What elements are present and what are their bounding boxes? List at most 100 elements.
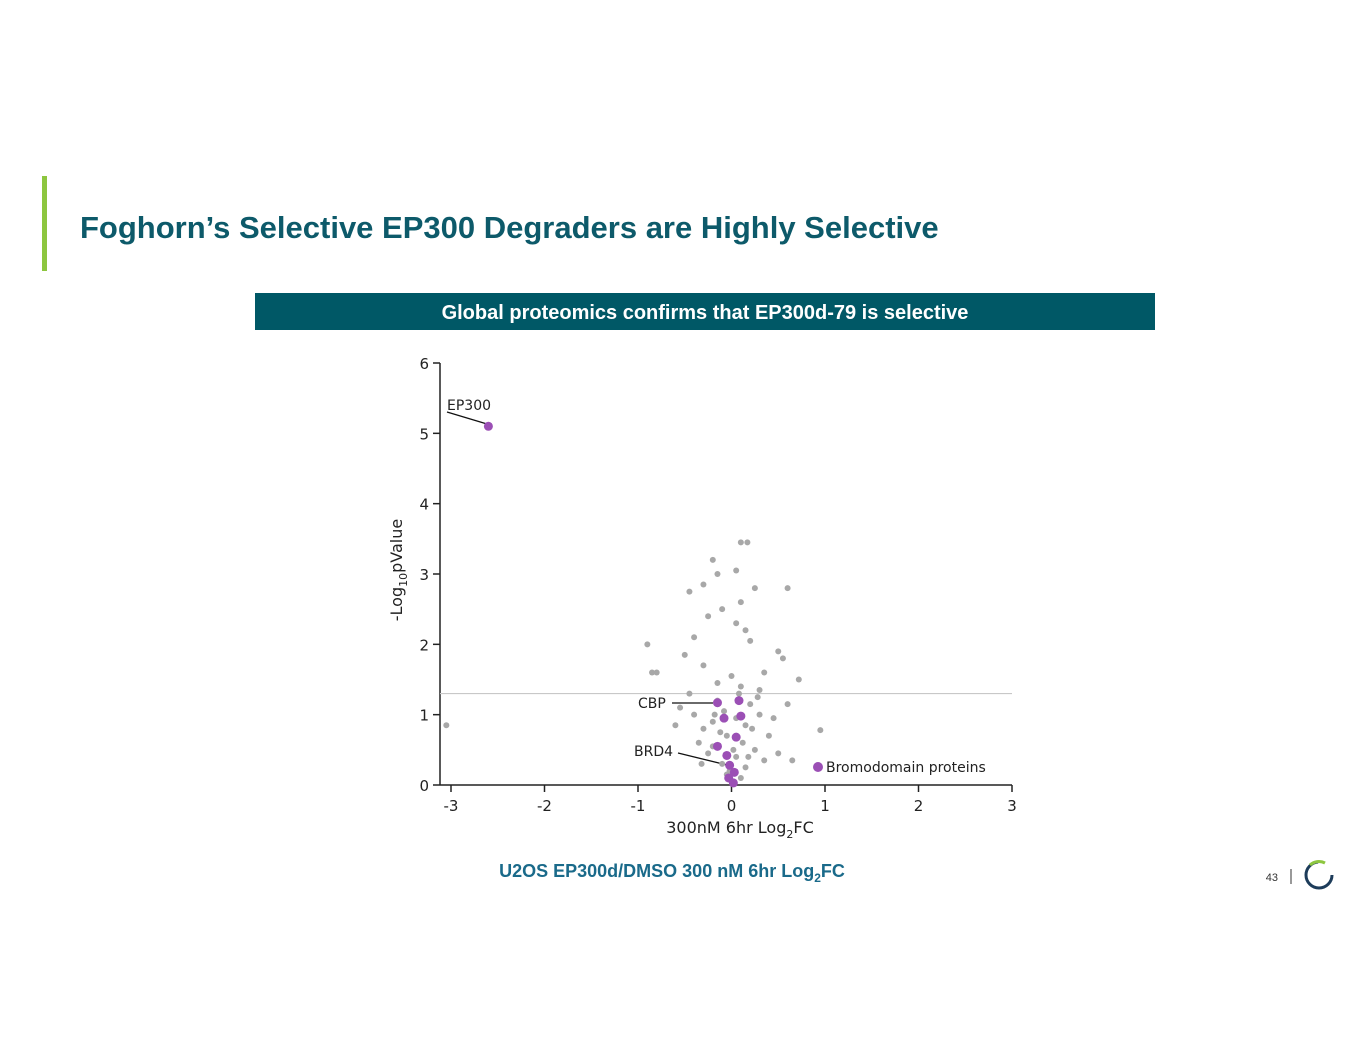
point bbox=[728, 672, 735, 679]
point bbox=[714, 680, 721, 687]
point bbox=[756, 711, 763, 718]
point bbox=[737, 774, 744, 781]
point bbox=[749, 725, 756, 732]
y-tick-label: 2 bbox=[419, 636, 429, 654]
point bbox=[739, 739, 746, 746]
point bbox=[653, 669, 660, 676]
point bbox=[735, 690, 742, 697]
point bbox=[795, 676, 802, 683]
x-tick-label: 1 bbox=[820, 797, 830, 815]
y-tick-label: 0 bbox=[419, 777, 429, 795]
point bbox=[751, 746, 758, 753]
point bbox=[737, 539, 744, 546]
point bbox=[712, 741, 722, 751]
point bbox=[736, 711, 746, 721]
point bbox=[709, 556, 716, 563]
point bbox=[705, 750, 712, 757]
point bbox=[705, 613, 712, 620]
point bbox=[721, 708, 728, 715]
point bbox=[483, 421, 493, 431]
point bbox=[723, 732, 730, 739]
point bbox=[730, 746, 737, 753]
point bbox=[751, 585, 758, 592]
point bbox=[817, 727, 824, 734]
point bbox=[649, 669, 656, 676]
point bbox=[700, 662, 707, 669]
y-tick-label: 3 bbox=[419, 566, 429, 584]
point bbox=[722, 750, 732, 760]
banner-bg bbox=[255, 293, 1155, 330]
point bbox=[734, 696, 744, 706]
x-tick-label: 3 bbox=[1007, 797, 1017, 815]
y-label-sub: 10 bbox=[397, 573, 410, 587]
point bbox=[770, 715, 777, 722]
caption-text: FC bbox=[821, 861, 845, 881]
banner: Global proteomics confirms that EP300d-7… bbox=[442, 302, 969, 324]
point bbox=[714, 571, 721, 577]
point bbox=[747, 637, 754, 644]
point bbox=[691, 634, 698, 641]
point bbox=[644, 641, 651, 648]
caption-sub: 2 bbox=[814, 871, 821, 885]
point bbox=[681, 651, 688, 658]
point bbox=[779, 655, 786, 662]
point bbox=[775, 648, 782, 655]
x-label-text: 300nM 6hr Log bbox=[666, 818, 786, 837]
leader bbox=[446, 411, 488, 425]
point bbox=[742, 627, 749, 634]
point bbox=[725, 760, 735, 770]
point bbox=[728, 778, 738, 788]
point bbox=[737, 599, 744, 606]
caption: U2OS EP300d/DMSO 300 nM 6hr Log2FC bbox=[499, 861, 845, 885]
title: Foghorn’s Selective EP300 Degraders are … bbox=[80, 210, 939, 245]
y-label-text: -Log bbox=[387, 587, 406, 621]
y-tick-label: 5 bbox=[419, 425, 429, 443]
x-tick-label: -3 bbox=[444, 797, 459, 815]
accent-bar bbox=[42, 176, 47, 271]
point bbox=[677, 704, 684, 711]
point bbox=[744, 539, 751, 546]
y-tick-label: 4 bbox=[419, 496, 429, 514]
point bbox=[729, 767, 739, 777]
point bbox=[731, 732, 741, 742]
point bbox=[686, 588, 693, 595]
x-label-sub: 2 bbox=[786, 828, 793, 841]
legend-marker bbox=[813, 762, 823, 772]
point bbox=[761, 669, 768, 676]
point bbox=[761, 757, 768, 764]
y-axis-label: -Log10pValue bbox=[387, 519, 410, 621]
annotation: EP300 bbox=[447, 398, 491, 414]
x-axis-label: 300nM 6hr Log2FC bbox=[666, 818, 814, 841]
point bbox=[443, 722, 450, 729]
point bbox=[747, 701, 754, 708]
leader bbox=[677, 752, 728, 766]
logo bbox=[1304, 860, 1334, 890]
point bbox=[700, 725, 707, 732]
point bbox=[765, 732, 772, 739]
point bbox=[775, 750, 782, 757]
point bbox=[711, 711, 718, 718]
point bbox=[733, 567, 740, 574]
point bbox=[719, 760, 726, 767]
point bbox=[719, 606, 726, 613]
point bbox=[700, 581, 707, 588]
point bbox=[742, 764, 749, 771]
legend-label: Bromodomain proteins bbox=[826, 760, 986, 776]
point bbox=[754, 694, 761, 701]
caption-text: U2OS EP300d/DMSO 300 nM 6hr Log bbox=[499, 861, 814, 881]
point bbox=[756, 687, 763, 694]
logo-accent bbox=[1308, 860, 1326, 867]
point bbox=[742, 722, 749, 729]
point bbox=[789, 757, 796, 764]
point bbox=[733, 753, 740, 760]
point bbox=[784, 585, 791, 592]
x-tick-label: -2 bbox=[537, 797, 552, 815]
point bbox=[784, 701, 791, 708]
annotation: BRD4 bbox=[634, 744, 673, 760]
point bbox=[709, 718, 716, 725]
point bbox=[733, 620, 740, 627]
point bbox=[672, 722, 679, 729]
y-tick-label: 6 bbox=[419, 355, 429, 373]
x-tick-label: 2 bbox=[914, 797, 924, 815]
x-tick-label: 0 bbox=[727, 797, 737, 815]
